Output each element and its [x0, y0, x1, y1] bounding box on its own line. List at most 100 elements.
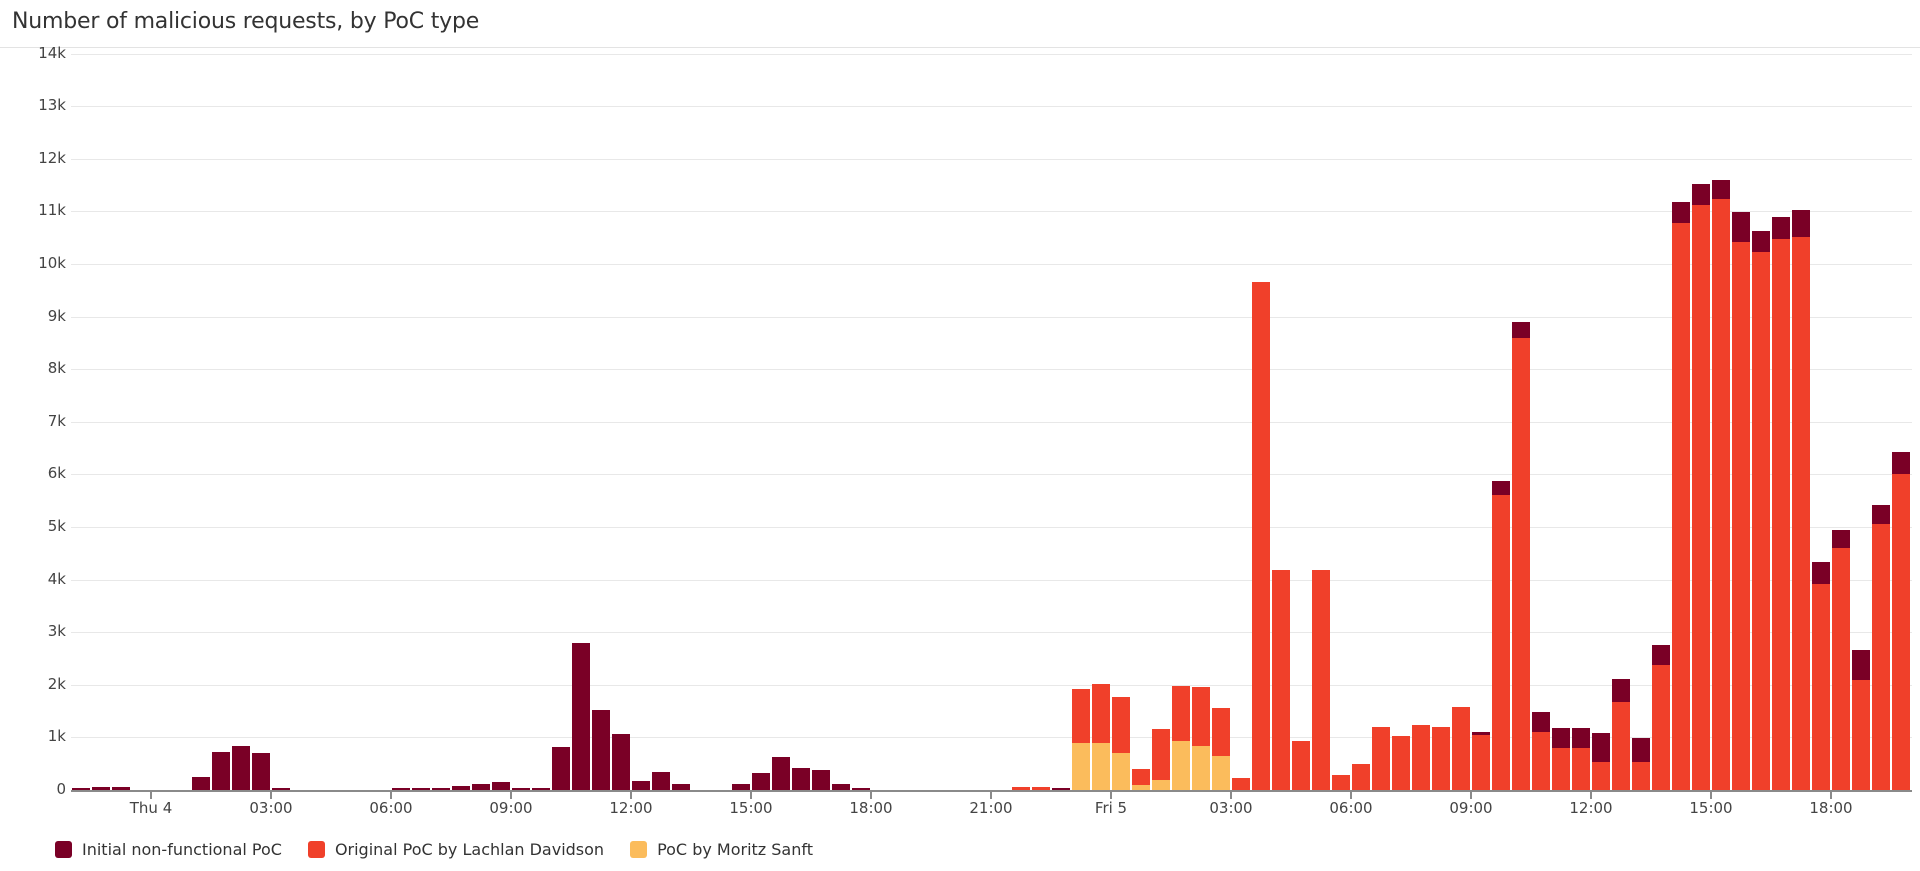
bar-segment[interactable] — [1372, 726, 1390, 790]
bar-segment[interactable] — [1292, 741, 1310, 790]
bar-segment[interactable] — [672, 784, 690, 790]
bar-segment[interactable] — [1792, 210, 1810, 238]
bar-segment[interactable] — [1732, 212, 1750, 242]
bar-segment[interactable] — [1312, 570, 1330, 790]
bar-bin[interactable] — [1192, 687, 1210, 790]
bar-bin[interactable] — [1152, 728, 1170, 790]
bar-bin[interactable] — [832, 784, 850, 790]
bar-segment[interactable] — [452, 785, 470, 790]
bar-segment[interactable] — [1192, 746, 1210, 790]
bar-segment[interactable] — [1632, 761, 1650, 790]
bar-segment[interactable] — [1152, 728, 1170, 780]
bar-segment[interactable] — [812, 770, 830, 790]
bar-segment[interactable] — [1092, 742, 1110, 790]
bar-segment[interactable] — [1652, 645, 1670, 666]
bar-segment[interactable] — [1172, 741, 1190, 790]
bar-segment[interactable] — [1092, 683, 1110, 743]
bar-bin[interactable] — [1732, 212, 1750, 790]
bar-segment[interactable] — [1492, 480, 1510, 495]
bar-segment[interactable] — [1532, 731, 1550, 790]
bar-segment[interactable] — [112, 787, 130, 790]
bar-segment[interactable] — [1112, 752, 1130, 790]
bar-bin[interactable] — [1372, 726, 1390, 790]
bar-segment[interactable] — [832, 784, 850, 790]
bar-segment[interactable] — [1572, 728, 1590, 749]
bar-segment[interactable] — [232, 746, 250, 790]
bar-segment[interactable] — [1712, 198, 1730, 790]
bar-bin[interactable] — [1632, 738, 1650, 790]
bar-bin[interactable] — [1412, 725, 1430, 790]
bar-segment[interactable] — [1712, 179, 1730, 199]
bar-segment[interactable] — [1792, 237, 1810, 790]
bar-segment[interactable] — [792, 767, 810, 790]
bar-segment[interactable] — [1532, 712, 1550, 732]
bar-segment[interactable] — [552, 746, 570, 790]
bar-segment[interactable] — [92, 787, 110, 790]
bar-segment[interactable] — [432, 788, 450, 790]
bar-segment[interactable] — [1592, 733, 1610, 762]
bar-bin[interactable] — [1572, 728, 1590, 790]
bar-segment[interactable] — [1132, 784, 1150, 790]
bar-segment[interactable] — [1732, 241, 1750, 790]
bar-bin[interactable] — [1252, 282, 1270, 790]
bar-segment[interactable] — [852, 788, 870, 790]
bar-bin[interactable] — [572, 642, 590, 790]
bar-segment[interactable] — [1592, 761, 1610, 790]
bar-segment[interactable] — [1392, 736, 1410, 790]
bar-bin[interactable] — [1872, 505, 1890, 790]
bar-bin[interactable] — [492, 782, 510, 790]
bar-segment[interactable] — [592, 710, 610, 790]
bar-segment[interactable] — [492, 782, 510, 790]
bar-segment[interactable] — [212, 751, 230, 790]
bar-segment[interactable] — [1212, 756, 1230, 790]
bar-bin[interactable] — [1592, 733, 1610, 790]
bar-bin[interactable] — [1392, 736, 1410, 790]
bar-segment[interactable] — [1072, 689, 1090, 743]
bar-segment[interactable] — [1612, 702, 1630, 790]
bar-segment[interactable] — [612, 734, 630, 790]
bar-segment[interactable] — [72, 788, 90, 790]
bar-segment[interactable] — [1872, 505, 1890, 524]
bar-segment[interactable] — [1512, 338, 1530, 790]
bar-bin[interactable] — [672, 784, 690, 790]
bar-segment[interactable] — [1172, 685, 1190, 742]
bar-bin[interactable] — [592, 710, 610, 790]
bar-bin[interactable] — [532, 788, 550, 790]
bar-bin[interactable] — [212, 751, 230, 790]
bar-bin[interactable] — [1832, 529, 1850, 790]
bar-bin[interactable] — [1812, 562, 1830, 790]
bar-segment[interactable] — [1672, 202, 1690, 223]
bar-segment[interactable] — [1432, 726, 1450, 790]
bar-bin[interactable] — [1772, 216, 1790, 790]
bar-segment[interactable] — [1332, 774, 1350, 790]
bar-segment[interactable] — [1612, 679, 1630, 703]
bar-bin[interactable] — [452, 785, 470, 790]
bar-bin[interactable] — [1892, 452, 1910, 790]
bar-segment[interactable] — [1892, 474, 1910, 790]
bar-bin[interactable] — [1532, 712, 1550, 790]
bar-segment[interactable] — [572, 642, 590, 790]
bar-segment[interactable] — [1872, 523, 1890, 790]
bar-segment[interactable] — [1852, 650, 1870, 681]
legend-item[interactable]: PoC by Moritz Sanft — [630, 840, 813, 859]
bar-bin[interactable] — [1132, 768, 1150, 790]
bar-bin[interactable] — [1612, 679, 1630, 790]
bar-segment[interactable] — [732, 784, 750, 790]
bar-bin[interactable] — [1032, 787, 1050, 790]
bar-bin[interactable] — [252, 753, 270, 790]
bar-bin[interactable] — [1552, 728, 1570, 790]
bar-bin[interactable] — [772, 756, 790, 790]
bar-segment[interactable] — [752, 773, 770, 790]
bar-segment[interactable] — [1352, 763, 1370, 790]
bar-segment[interactable] — [1892, 452, 1910, 475]
bar-bin[interactable] — [272, 788, 290, 790]
bar-bin[interactable] — [72, 788, 90, 790]
bar-segment[interactable] — [532, 788, 550, 790]
bar-segment[interactable] — [1832, 529, 1850, 548]
bar-segment[interactable] — [1852, 680, 1870, 790]
bar-bin[interactable] — [1432, 726, 1450, 790]
bar-bin[interactable] — [1752, 231, 1770, 790]
bar-bin[interactable] — [552, 746, 570, 790]
bar-segment[interactable] — [1512, 322, 1530, 339]
bar-segment[interactable] — [1752, 231, 1770, 252]
